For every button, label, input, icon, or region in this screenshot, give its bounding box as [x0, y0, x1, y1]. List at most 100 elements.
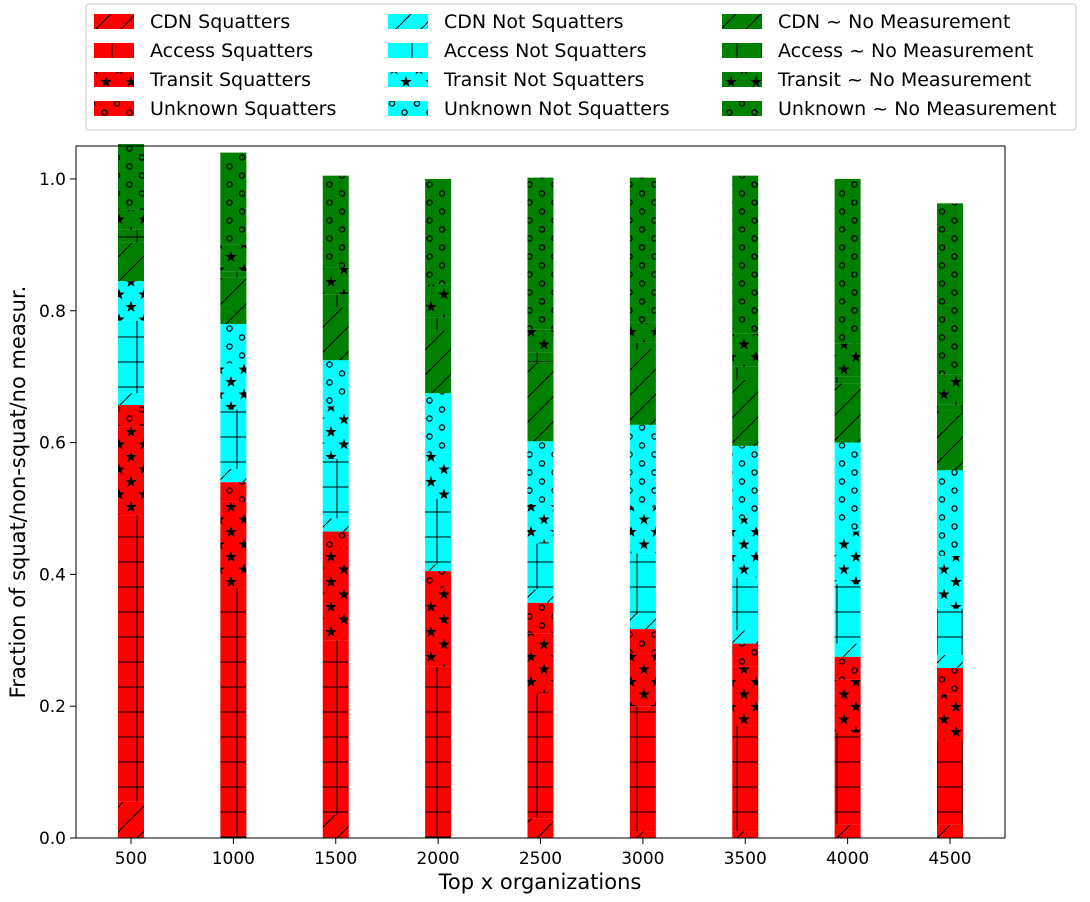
bar-segment-4500-10	[937, 404, 963, 411]
legend-swatch	[722, 14, 762, 29]
bar-segment-2500-9	[527, 362, 554, 442]
bar-segment-2000-11	[425, 284, 452, 318]
y-axis: 0.0 0.2 0.4 0.6 0.8 1.0	[39, 170, 76, 849]
bar-segment-4000-4	[834, 656, 861, 680]
bar-segment-1000-5	[220, 468, 247, 483]
legend-label: Transit Not Squatters	[443, 69, 644, 91]
bar-segment-2500-2	[527, 693, 554, 819]
bar-segment-1500-11	[322, 267, 349, 295]
bar-stack-3500	[732, 175, 759, 838]
bar-segment-3000-2	[629, 706, 656, 832]
bar-segment-1000-12	[220, 152, 247, 245]
bar-segment-3000-7	[629, 507, 656, 554]
x-tick-label: 3000	[621, 849, 664, 869]
bar-segment-2000-3	[425, 587, 452, 667]
legend-swatch	[388, 72, 428, 87]
bar-segment-4000-7	[834, 531, 861, 585]
legend-swatch	[388, 43, 428, 58]
bar-segment-1500-4	[322, 531, 349, 549]
bar-segment-500-7	[118, 281, 144, 321]
bar-segment-3500-4	[732, 643, 759, 667]
legend-swatch	[94, 101, 134, 116]
bar-segment-2500-1	[527, 818, 554, 838]
bar-segment-4000-6	[834, 584, 861, 644]
bar-stack-500	[118, 144, 144, 838]
bar-segment-3500-3	[732, 666, 759, 726]
bar-segment-2500-4	[527, 602, 554, 634]
bar-segment-3000-10	[629, 342, 656, 349]
bar-segment-2500-3	[527, 633, 554, 694]
bar-segment-3000-1	[629, 831, 656, 838]
bar-segment-1000-7	[220, 363, 247, 410]
bar-segment-2000-12	[425, 178, 452, 285]
bar-segment-2500-5	[527, 589, 554, 603]
bar-segment-2500-8	[527, 441, 554, 504]
legend-label: Unknown Not Squatters	[444, 98, 670, 120]
x-tick-label: 2000	[416, 849, 459, 869]
bar-segment-500-9	[118, 242, 144, 282]
bar-segment-4000-11	[834, 343, 861, 377]
bar-segment-500-2	[118, 515, 144, 802]
legend-item: CDN ~ No Measurement	[722, 11, 1010, 33]
bar-segment-1500-9	[322, 307, 349, 361]
legend-item: Transit ~ No Measurement	[722, 69, 1031, 91]
bar-segment-1500-8	[322, 360, 349, 407]
legend-frame	[85, 3, 1077, 131]
bar-segment-1500-1	[322, 814, 349, 838]
legend-swatch	[722, 43, 762, 58]
legend-swatch	[94, 43, 134, 58]
x-axis: 500 1000 1500 2000 2500 3000 3500 4000 4500	[115, 838, 972, 869]
bar-segment-2500-6	[527, 543, 554, 590]
bar-segment-3500-7	[732, 518, 759, 578]
legend-swatch	[388, 101, 428, 116]
bar-segment-3500-9	[732, 379, 759, 446]
bar-segment-4500-1	[937, 824, 963, 838]
bar-segment-500-11	[118, 209, 144, 230]
legend-label: Transit ~ No Measurement	[777, 69, 1031, 91]
x-tick-label: 4000	[826, 849, 869, 869]
bar-segment-2000-2	[425, 666, 452, 838]
bar-segment-500-4	[118, 405, 144, 427]
bar-segment-4500-6	[937, 608, 963, 655]
bar-segment-2500-12	[527, 177, 554, 330]
legend-label: CDN Not Squatters	[444, 11, 624, 33]
bar-segment-3500-1	[732, 831, 759, 838]
bar-segment-4500-5	[937, 654, 963, 668]
legend-item: Unknown ~ No Measurement	[722, 98, 1057, 120]
bar-segment-1000-6	[220, 409, 247, 469]
bar-segment-2000-8	[425, 393, 452, 453]
legend-swatch	[388, 14, 428, 29]
legend-item: CDN Squatters	[94, 11, 290, 33]
bar-segment-1500-10	[322, 294, 349, 308]
bar-segment-3500-5	[732, 630, 759, 644]
bar-segment-4000-1	[834, 824, 861, 838]
x-tick-label: 3500	[724, 849, 767, 869]
bar-segment-2000-4	[425, 571, 452, 588]
bar-segment-3000-4	[629, 629, 656, 654]
bar-segment-4000-2	[834, 732, 861, 825]
bar-segment-1000-4	[220, 482, 247, 502]
bar-segment-2000-9	[425, 330, 452, 394]
bar-stack-1500	[322, 175, 349, 838]
bar-segment-500-3	[118, 426, 144, 516]
legend-label: Access Not Squatters	[444, 40, 647, 62]
y-tick-label: 0.6	[39, 434, 66, 454]
x-tick-label: 1000	[212, 849, 255, 869]
bar-segment-4500-12	[937, 203, 963, 375]
bar-stack-2500	[527, 177, 554, 838]
bar-stack-1000	[220, 152, 247, 838]
bar-segment-1500-5	[322, 518, 349, 532]
bar-segment-500-6	[118, 320, 144, 394]
bar-segment-3000-3	[629, 653, 656, 707]
bar-segment-2000-5	[425, 564, 452, 572]
x-tick-label: 500	[115, 849, 147, 869]
plot-area: 0.0 0.2 0.4 0.6 0.8 1.0 500 1000 1500 2000 2500 30…	[39, 144, 1006, 869]
bar-segment-1000-3	[220, 501, 247, 588]
bar-segment-1000-10	[220, 271, 247, 278]
bar-segment-3500-11	[732, 333, 759, 367]
bar-segment-3500-8	[732, 445, 759, 519]
y-tick-label: 1.0	[39, 170, 66, 190]
bar-stack-4500	[937, 203, 963, 838]
legend-item: Transit Squatters	[94, 69, 311, 91]
